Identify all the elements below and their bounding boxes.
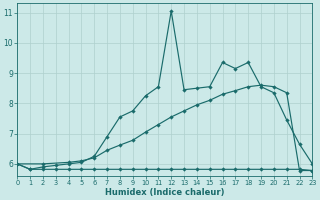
X-axis label: Humidex (Indice chaleur): Humidex (Indice chaleur) bbox=[105, 188, 225, 197]
